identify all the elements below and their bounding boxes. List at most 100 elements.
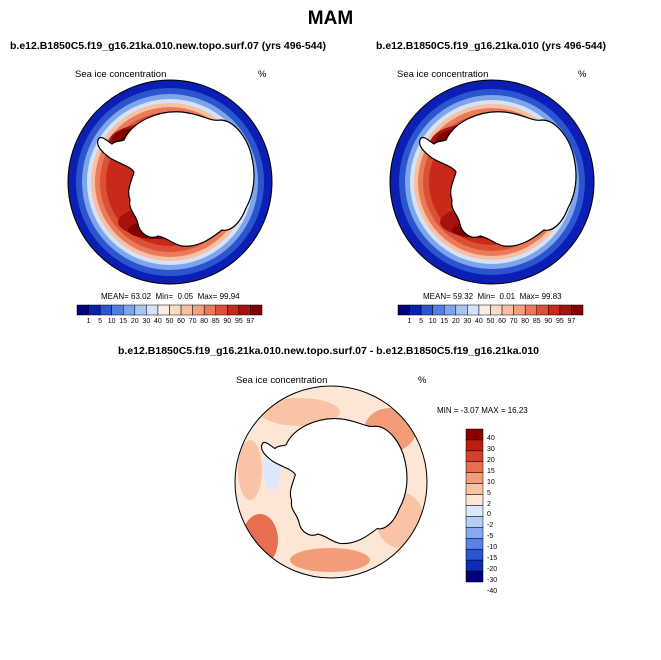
left-mean-value: 63.02 <box>131 292 152 301</box>
left-colorbar-tick-8: 60 <box>177 318 185 325</box>
left-colorbar-box-5 <box>134 304 147 316</box>
left-colorbar-tick-10: 80 <box>200 318 209 325</box>
diff-colorbar-box-7 <box>465 505 484 517</box>
left-stats: MEAN= 63.02 Min= 0.05 Max= 99.94 <box>101 292 240 301</box>
right-colorbar-tick-10: 80 <box>521 318 530 325</box>
diff-patch-6 <box>238 440 262 500</box>
left-colorbar-box-1 <box>88 304 101 316</box>
left-colorbar-tick-12: 90 <box>223 318 232 325</box>
left-map-border <box>67 79 273 285</box>
left-colorbar-box-2 <box>99 304 112 316</box>
right-colorbar-tick-7: 50 <box>486 318 495 325</box>
diff-min-value: -3.07 <box>460 406 480 415</box>
diff-patch-1 <box>260 398 340 426</box>
diff-colorbar-tick-4: 10 <box>487 478 495 486</box>
left-colorbar-box-12 <box>215 304 228 316</box>
diff-colorbar-box-8 <box>465 516 484 528</box>
right-colorbar-tick-5: 30 <box>463 318 472 325</box>
page-title: MAM <box>307 8 354 29</box>
diff-colorbar-box-1 <box>465 439 484 452</box>
left-colorbar-tick-4: 20 <box>130 318 139 325</box>
right-colorbar-box-14 <box>559 304 572 316</box>
left-colorbar-box-14 <box>238 304 251 316</box>
left-colorbar-box-11 <box>203 304 216 316</box>
diff-colorbar-box-13 <box>465 570 484 583</box>
diff-colorbar-box-5 <box>465 483 484 495</box>
right-colorbar-box-1 <box>409 304 422 316</box>
diff-colorbar-box-9 <box>465 527 484 539</box>
left-colorbar-tick-2: 10 <box>107 318 116 325</box>
right-colorbar-tick-9: 70 <box>509 318 518 325</box>
right-colorbar-box-11 <box>524 304 537 316</box>
right-colorbar-box-8 <box>490 304 503 316</box>
left-colorbar-tick-13: 95 <box>234 318 243 325</box>
right-colorbar-tick-4: 20 <box>451 318 460 325</box>
left-colorbar-tick-7: 50 <box>165 318 174 325</box>
diff-colorbar-box-12 <box>465 559 484 572</box>
diff-max-label: MAX = <box>481 406 506 415</box>
diff-colorbar-tick-3: 15 <box>487 467 495 475</box>
left-colorbar-box-7 <box>157 304 170 316</box>
diff-colorbar-tick-10: -10 <box>487 544 498 552</box>
right-stats: MEAN= 59.32 Min= 0.01 Max= 99.83 <box>423 292 562 301</box>
right-colorbar-box-5 <box>455 304 468 316</box>
right-colorbar-box-7 <box>478 304 491 316</box>
left-max-label: Max= <box>197 292 218 301</box>
diff-colorbar-tick-13: -30 <box>487 577 498 584</box>
right-max-value: 99.83 <box>541 292 562 301</box>
right-colorbar-box-4 <box>444 304 457 316</box>
right-panel-title: b.e12.B1850C5.f19_g16.21ka.010 (yrs 496-… <box>376 40 606 52</box>
diff-colorbar-box-3 <box>465 461 484 473</box>
diff-stats: MIN = -3.07 MAX = 16.23 <box>437 406 528 415</box>
left-mean-label: MEAN= <box>101 292 129 301</box>
left-min-label: Min= <box>155 292 174 301</box>
right-colorbar-tick-11: 85 <box>532 318 541 325</box>
left-colorbar-tick-1: 5 <box>98 318 103 325</box>
left-colorbar-tick-6: 40 <box>154 318 162 325</box>
diff-colorbar-tick-14: -40 <box>487 587 498 595</box>
left-colorbar-box-10 <box>192 304 205 316</box>
right-units-label: % <box>578 69 587 80</box>
left-colorbar-tick-5: 30 <box>142 318 151 325</box>
diff-min-label: MIN = <box>437 406 459 415</box>
left-variable-label: Sea ice concentration <box>75 69 167 80</box>
left-units-label: % <box>258 69 267 80</box>
right-min-value: 0.01 <box>499 292 516 301</box>
right-colorbar-tick-3: 15 <box>440 318 449 325</box>
diff-colorbar-tick-6: 2 <box>487 500 491 508</box>
diff-panel-title: b.e12.B1850C5.f19_g16.21ka.010.new.topo.… <box>118 345 540 357</box>
right-map-border <box>389 79 595 285</box>
right-colorbar-tick-0: 1 <box>407 318 412 325</box>
left-colorbar <box>76 304 263 316</box>
right-colorbar <box>397 304 584 316</box>
diff-colorbar-box-10 <box>465 538 484 550</box>
left-colorbar-box-8 <box>169 304 182 316</box>
diff-colorbar-tick-9: -5 <box>487 533 494 541</box>
left-colorbar-box-15 <box>250 304 263 316</box>
diff-colorbar-tick-12: -20 <box>487 566 498 574</box>
right-colorbar-box-15 <box>571 304 584 316</box>
left-panel-title: b.e12.B1850C5.f19_g16.21ka.010.new.topo.… <box>10 40 326 52</box>
diff-map-border <box>234 385 428 579</box>
right-colorbar-box-12 <box>536 304 549 316</box>
diff-colorbar-tick-5: 5 <box>487 489 491 497</box>
diff-colorbar-box-0 <box>465 428 484 441</box>
right-colorbar-box-3 <box>432 304 445 316</box>
right-colorbar-tick-14: 97 <box>567 318 576 325</box>
right-colorbar-tick-6: 40 <box>475 318 483 325</box>
left-colorbar-box-6 <box>146 304 159 316</box>
left-colorbar-box-4 <box>123 304 136 316</box>
left-max-value: 99.94 <box>219 292 240 301</box>
diff-colorbar-box-4 <box>465 472 484 484</box>
right-colorbar-box-0 <box>397 304 410 316</box>
right-colorbar-box-13 <box>548 304 561 316</box>
right-min-label: Min= <box>477 292 496 301</box>
left-colorbar-tick-9: 70 <box>188 318 197 325</box>
right-colorbar-tick-13: 95 <box>555 318 564 325</box>
diff-colorbar-box-11 <box>465 548 484 561</box>
diff-colorbar-tick-7: 0 <box>487 511 491 519</box>
diff-colorbar-tick-8: -2 <box>487 522 494 530</box>
diff-colorbar-tick-2: 20 <box>487 456 495 464</box>
right-colorbar-box-2 <box>420 304 433 316</box>
right-mean-label: MEAN= <box>423 292 451 301</box>
